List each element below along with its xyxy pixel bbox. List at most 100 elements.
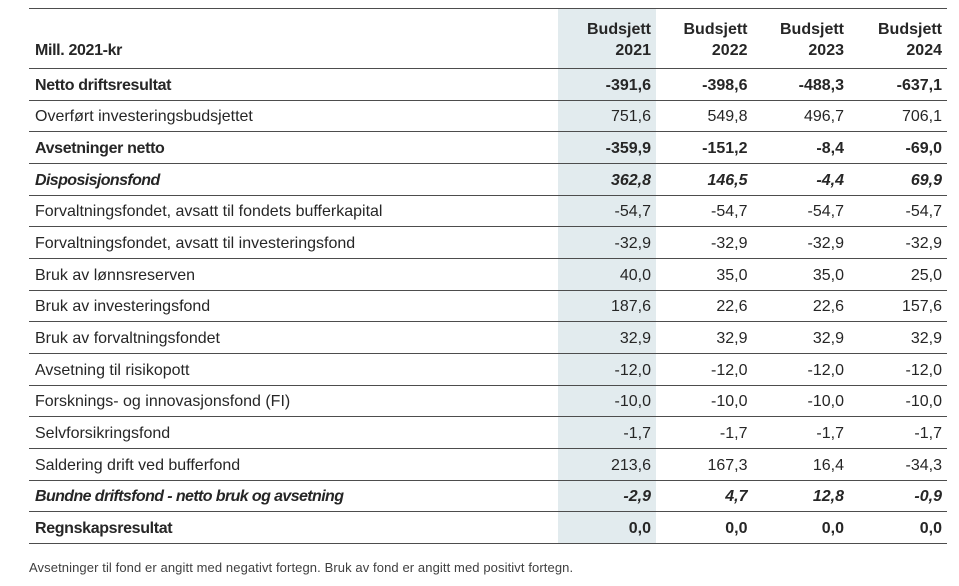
value-budsjett-2023: -10,0 (807, 393, 844, 411)
value-budsjett-2023: 0,0 (821, 520, 844, 538)
column-header-budsjett-2023: Budsjett 2023 (753, 9, 850, 68)
unit-label: Mill. 2021-kr (35, 42, 123, 59)
budget-table: Mill. 2021-kr Budsjett 2021 Budsjett 2022 … (29, 8, 947, 544)
table-row: Regnskapsresultat 0,0 0,0 0,0 0,0 (29, 512, 947, 544)
value-budsjett-2022: 146,5 (707, 171, 748, 189)
value-budsjett-2023: 22,6 (812, 298, 844, 316)
value-budsjett-2023: -488,3 (798, 76, 844, 94)
value-budsjett-2022: -1,7 (719, 425, 748, 443)
value-budsjett-2023: 496,7 (803, 108, 844, 126)
value-budsjett-2023: 35,0 (812, 266, 844, 284)
table-header-row: Mill. 2021-kr Budsjett 2021 Budsjett 2022 … (29, 9, 947, 69)
table-row: Forvaltningsfondet, avsatt til fondets b… (29, 195, 947, 228)
value-budsjett-2024: -54,7 (905, 203, 942, 221)
column-header-budsjett-2021: Budsjett 2021 (558, 9, 656, 68)
row-label: Avsetninger netto (35, 140, 165, 158)
row-label: Forsknings- og innovasjonsfond (FI) (35, 393, 291, 411)
column-header-text: Budsjett 2023 (780, 21, 844, 59)
value-budsjett-2023: -8,4 (816, 140, 844, 158)
value-budsjett-2021: -2,9 (558, 480, 656, 512)
table-body: Netto driftsresultat -391,6 -398,6 -488,… (29, 69, 947, 544)
value-budsjett-2023: 12,8 (812, 488, 844, 506)
value-budsjett-2024: 0,0 (919, 520, 942, 538)
column-header-text: Budsjett 2022 (683, 21, 748, 59)
value-budsjett-2022: 167,3 (707, 456, 748, 474)
value-budsjett-2021: -32,9 (558, 227, 656, 258)
value-budsjett-2021: 0,0 (558, 512, 656, 543)
row-label: Forvaltningsfondet, avsatt til fondets b… (35, 203, 383, 221)
table-row: Netto driftsresultat -391,6 -398,6 -488,… (29, 69, 947, 101)
column-header-budsjett-2022: Budsjett 2022 (656, 9, 753, 68)
value-budsjett-2021: -10,0 (558, 385, 656, 417)
value-budsjett-2024: 25,0 (910, 266, 942, 284)
value-budsjett-2022: 22,6 (716, 298, 748, 316)
value-budsjett-2021: -359,9 (558, 132, 656, 163)
row-label: Saldering drift ved bufferfond (35, 456, 241, 474)
row-label: Bruk av lønnsreserven (35, 266, 196, 284)
value-budsjett-2024: 706,1 (901, 108, 942, 126)
table-row: Forvaltningsfondet, avsatt til investeri… (29, 227, 947, 259)
row-label: Regnskapsresultat (35, 520, 173, 538)
row-label: Selvforsikringsfond (35, 425, 171, 443)
value-budsjett-2022: -398,6 (702, 76, 748, 94)
value-budsjett-2021: 362,8 (558, 163, 656, 195)
row-label: Bundne driftsfond - netto bruk og avsetn… (35, 488, 344, 506)
value-budsjett-2021: -54,7 (558, 195, 656, 227)
value-budsjett-2021: 187,6 (558, 290, 656, 322)
row-label: Bruk av forvaltningsfondet (35, 330, 220, 348)
table-row: Bruk av forvaltningsfondet 32,9 32,9 32,… (29, 322, 947, 354)
value-budsjett-2022: -151,2 (702, 140, 748, 158)
value-budsjett-2022: 0,0 (725, 520, 748, 538)
value-budsjett-2023: -32,9 (807, 235, 844, 253)
value-budsjett-2024: 69,9 (910, 171, 942, 189)
value-budsjett-2021: 32,9 (558, 322, 656, 353)
value-budsjett-2023: 32,9 (812, 330, 844, 348)
row-label: Avsetning til risikopott (35, 361, 190, 379)
value-budsjett-2022: 35,0 (716, 266, 748, 284)
table-row: Overført investeringsbudsjettet 751,6 54… (29, 100, 947, 133)
row-label: Overført investeringsbudsjettet (35, 108, 253, 126)
value-budsjett-2022: -12,0 (711, 361, 748, 379)
value-budsjett-2021: 751,6 (558, 100, 656, 132)
table-row: Forsknings- og innovasjonsfond (FI) -10,… (29, 385, 947, 418)
value-budsjett-2024: 32,9 (910, 330, 942, 348)
value-budsjett-2024: -32,9 (905, 235, 942, 253)
column-header-text: Budsjett 2024 (878, 21, 942, 59)
value-budsjett-2024: 157,6 (901, 298, 942, 316)
column-header-text: Budsjett 2021 (587, 21, 651, 59)
value-budsjett-2021: 213,6 (558, 448, 656, 480)
value-budsjett-2022: -32,9 (711, 235, 748, 253)
value-budsjett-2024: -1,7 (914, 425, 942, 443)
table-row: Disposisjonsfond 362,8 146,5 -4,4 69,9 (29, 163, 947, 196)
value-budsjett-2022: 32,9 (716, 330, 748, 348)
value-budsjett-2022: 4,7 (725, 488, 748, 506)
value-budsjett-2024: -34,3 (905, 456, 942, 474)
value-budsjett-2024: -0,9 (914, 488, 942, 506)
table-row: Bruk av investeringsfond 187,6 22,6 22,6… (29, 290, 947, 323)
row-label: Netto driftsresultat (35, 76, 172, 94)
value-budsjett-2021: -391,6 (558, 69, 656, 100)
value-budsjett-2022: -10,0 (711, 393, 748, 411)
value-budsjett-2021: 40,0 (558, 258, 656, 290)
value-budsjett-2024: -12,0 (905, 361, 942, 379)
table-footnote: Avsetninger til fond er angitt med negat… (29, 560, 574, 575)
value-budsjett-2022: -54,7 (711, 203, 748, 221)
table-row: Bruk av lønnsreserven 40,0 35,0 35,0 25,… (29, 258, 947, 291)
value-budsjett-2023: 16,4 (812, 456, 844, 474)
row-label: Bruk av investeringsfond (35, 298, 211, 316)
table-row: Avsetninger netto -359,9 -151,2 -8,4 -69… (29, 132, 947, 164)
column-header-budsjett-2024: Budsjett 2024 (849, 9, 947, 68)
value-budsjett-2022: 549,8 (707, 108, 748, 126)
row-label: Disposisjonsfond (35, 171, 160, 189)
table-row: Saldering drift ved bufferfond 213,6 167… (29, 448, 947, 481)
value-budsjett-2023: -4,4 (816, 171, 844, 189)
value-budsjett-2024: -69,0 (905, 140, 942, 158)
value-budsjett-2023: -54,7 (807, 203, 844, 221)
table-row: Bundne driftsfond - netto bruk og avsetn… (29, 480, 947, 513)
value-budsjett-2023: -12,0 (807, 361, 844, 379)
value-budsjett-2024: -10,0 (905, 393, 942, 411)
row-label: Forvaltningsfondet, avsatt til investeri… (35, 235, 356, 253)
table-row: Avsetning til risikopott -12,0 -12,0 -12… (29, 353, 947, 386)
value-budsjett-2021: -1,7 (558, 417, 656, 448)
value-budsjett-2023: -1,7 (816, 425, 844, 443)
